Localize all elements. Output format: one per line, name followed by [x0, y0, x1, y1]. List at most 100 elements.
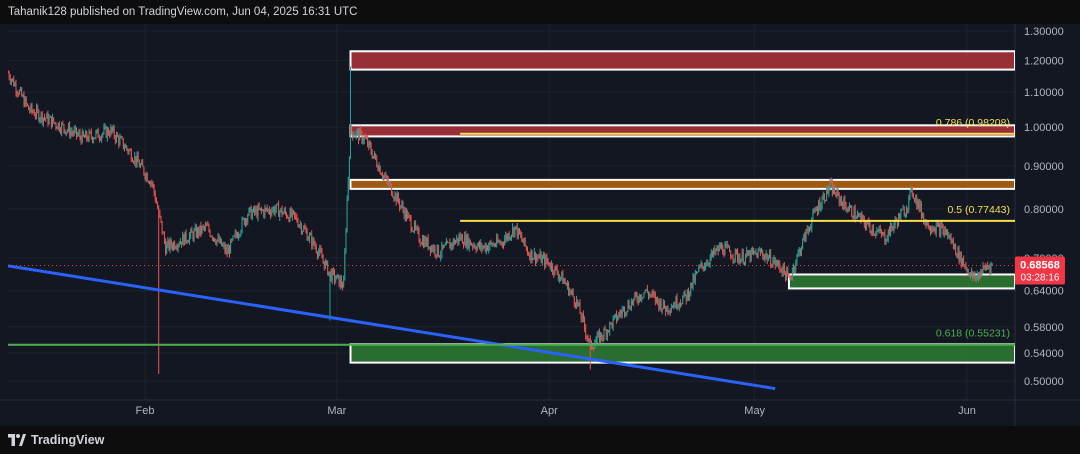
candle	[262, 208, 264, 212]
candle-body	[577, 299, 579, 305]
candle-body	[269, 209, 270, 213]
candle-body	[384, 175, 386, 178]
chart-header: Tahanik128 published on TradingView.com,…	[0, 0, 1080, 24]
candle-body	[372, 155, 374, 159]
candle-body	[172, 245, 173, 249]
candle	[168, 239, 170, 252]
candle-body	[152, 182, 154, 186]
candle-body	[893, 224, 895, 230]
candle	[326, 260, 328, 266]
candle	[279, 210, 281, 221]
candle-body	[988, 266, 990, 268]
candle	[864, 221, 866, 231]
candle	[876, 227, 878, 236]
candle	[274, 205, 276, 217]
candle-body	[207, 225, 209, 227]
candle	[49, 115, 51, 118]
candle	[791, 267, 793, 281]
candle-body	[934, 229, 936, 234]
candle	[915, 194, 917, 205]
candle-body	[285, 209, 286, 213]
candle	[652, 288, 654, 298]
candle	[185, 229, 187, 244]
candle-body	[351, 125, 353, 132]
candle	[501, 241, 503, 248]
chart-canvas[interactable]: 0.500000.540000.580000.640000.700000.800…	[0, 24, 1080, 426]
candle	[250, 205, 252, 220]
candle	[472, 243, 474, 251]
candle	[283, 207, 285, 214]
candle	[596, 331, 598, 344]
candle	[713, 247, 715, 258]
candle	[754, 250, 756, 254]
candle-body	[406, 209, 407, 219]
candle-body	[842, 202, 843, 209]
candle-body	[391, 184, 393, 196]
candle	[585, 324, 587, 340]
candle	[219, 236, 221, 244]
candle	[396, 190, 398, 203]
candle	[742, 248, 744, 265]
candle	[360, 125, 362, 136]
candle	[860, 212, 862, 224]
candle-body	[168, 240, 170, 250]
candle-body	[379, 166, 381, 175]
price-chart[interactable]: 0.500000.540000.580000.640000.700000.800…	[0, 24, 1080, 426]
candle	[641, 293, 643, 303]
candle	[103, 123, 105, 135]
candle-body	[613, 315, 615, 319]
candle-body	[712, 251, 713, 256]
candle-body	[178, 244, 180, 246]
candle-body	[364, 136, 366, 139]
candle	[573, 296, 575, 308]
candle	[211, 235, 213, 241]
candle	[717, 245, 719, 256]
candle-body	[71, 131, 73, 133]
candle-body	[786, 269, 788, 281]
candle	[770, 248, 772, 269]
candle	[528, 251, 530, 257]
candle-body	[448, 242, 450, 244]
candle-body	[875, 233, 877, 235]
candle-body	[326, 261, 327, 263]
candle-body	[774, 258, 776, 266]
candle	[169, 237, 171, 254]
candle	[493, 243, 495, 248]
candle-body	[488, 246, 490, 251]
candle	[453, 238, 455, 246]
candle-body	[528, 253, 530, 256]
candle	[81, 128, 83, 144]
candle	[923, 212, 925, 225]
candle	[600, 331, 602, 344]
candle-body	[200, 225, 202, 233]
candle-body	[436, 244, 438, 256]
tradingview-logo[interactable]: TradingView	[8, 432, 104, 448]
candle	[181, 241, 183, 248]
candle	[339, 275, 341, 290]
candle-body	[910, 187, 912, 192]
candle	[787, 266, 789, 277]
candle	[227, 243, 229, 255]
candle-body	[423, 238, 424, 247]
candle-body	[443, 245, 445, 248]
candle	[435, 254, 437, 260]
candle	[557, 270, 559, 282]
candle	[386, 174, 388, 185]
candle-body	[332, 269, 334, 272]
candle-body	[94, 137, 96, 139]
candle	[718, 242, 720, 252]
candle	[177, 243, 179, 253]
candle-body	[908, 196, 910, 210]
candle	[987, 261, 989, 270]
candle-body	[427, 238, 429, 249]
candle	[171, 242, 173, 251]
candle-body	[596, 334, 598, 341]
candle	[72, 130, 74, 137]
candle	[82, 130, 84, 137]
candle-body	[871, 227, 873, 234]
candle	[808, 226, 810, 233]
candle-body	[883, 232, 885, 234]
candle-body	[108, 128, 109, 135]
candle-body	[263, 210, 265, 216]
candle-body	[971, 271, 973, 274]
